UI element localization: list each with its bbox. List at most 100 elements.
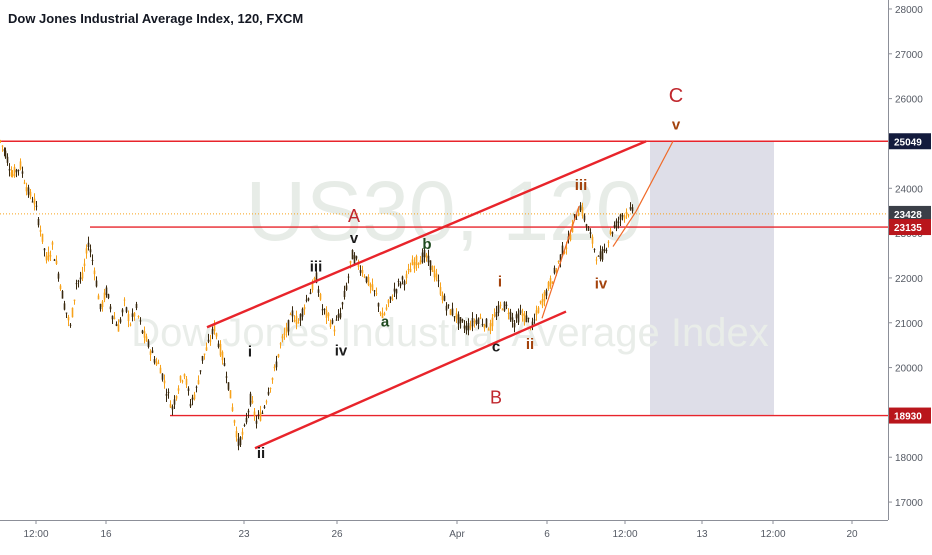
candle-body xyxy=(175,395,178,399)
candle-body xyxy=(605,250,608,252)
candle-body xyxy=(527,317,530,319)
candle-body xyxy=(181,380,184,382)
candle-body xyxy=(611,232,614,234)
candle-body xyxy=(249,393,252,405)
candle-body xyxy=(283,333,286,336)
candle-body xyxy=(75,283,78,285)
candle-body xyxy=(55,260,58,265)
candle-body xyxy=(493,314,496,316)
candle-body xyxy=(215,333,218,337)
candle-body xyxy=(223,363,226,366)
candle-body xyxy=(487,329,490,331)
candle-body xyxy=(549,278,552,287)
candle-body xyxy=(577,213,580,217)
candle-body xyxy=(101,301,104,308)
candle-body xyxy=(257,414,260,416)
candle-body xyxy=(227,382,230,390)
candle-body xyxy=(263,406,266,408)
candle-body xyxy=(427,255,430,263)
candle-body xyxy=(429,260,432,270)
candle-body xyxy=(15,169,18,173)
candle-body xyxy=(413,262,416,269)
candle-body xyxy=(511,317,514,322)
candle-body xyxy=(307,298,310,301)
candle-body xyxy=(507,313,510,315)
projection-box xyxy=(650,141,774,416)
wave-label: ii xyxy=(257,445,265,462)
candle-body xyxy=(415,256,418,266)
candle-body xyxy=(233,420,236,423)
candle-body xyxy=(117,324,120,332)
candle-body xyxy=(449,309,452,315)
candle-body xyxy=(303,307,306,310)
time-tick-label: 12:00 xyxy=(23,529,48,540)
wave-label: C xyxy=(669,85,683,107)
candle-body xyxy=(453,316,456,318)
candle-body xyxy=(541,299,544,306)
candle-body xyxy=(255,420,258,424)
candle-body xyxy=(35,205,38,207)
candle-body xyxy=(247,410,250,413)
candle-body xyxy=(253,411,256,416)
candle-body xyxy=(91,259,94,261)
candle-body xyxy=(563,251,566,254)
candle-body xyxy=(613,225,616,228)
price-badge xyxy=(889,219,931,236)
candle-body xyxy=(539,301,542,303)
candle-body xyxy=(433,270,436,278)
candle-body xyxy=(237,438,240,447)
price-tick-label: 21000 xyxy=(895,319,923,330)
wave-label: ii xyxy=(526,336,534,353)
candle-body xyxy=(383,313,386,315)
candle-body xyxy=(327,313,330,317)
candle-body xyxy=(385,307,388,310)
candle-body xyxy=(559,254,562,262)
price-tick-label: 24000 xyxy=(895,184,923,195)
candle-body xyxy=(179,375,182,381)
wave-label: i xyxy=(498,273,502,290)
candle-body xyxy=(343,290,346,297)
candle-body xyxy=(587,227,590,231)
candle-body xyxy=(225,376,228,378)
candle-body xyxy=(405,274,408,279)
candle-body xyxy=(177,388,180,391)
candle-body xyxy=(213,323,216,332)
candle-body xyxy=(525,315,528,323)
candle-body xyxy=(505,304,508,306)
candle-body xyxy=(85,248,88,254)
time-tick-label: 16 xyxy=(100,529,112,540)
candle-body xyxy=(251,400,254,403)
candle-body xyxy=(421,252,424,263)
candle-body xyxy=(37,219,40,226)
candle-body xyxy=(73,299,76,302)
candle-body xyxy=(59,285,62,289)
candle-body xyxy=(285,327,288,333)
candle-body xyxy=(137,315,140,317)
candle-body xyxy=(457,314,460,325)
candle-body xyxy=(519,310,522,314)
candle-body xyxy=(483,324,486,329)
candle-body xyxy=(131,313,134,317)
candle-body xyxy=(95,280,98,287)
wave-label: b xyxy=(422,236,431,253)
candle-body xyxy=(439,287,442,295)
candle-body xyxy=(387,299,390,304)
candle-body xyxy=(339,313,342,318)
price-badge xyxy=(889,133,931,150)
candle-body xyxy=(443,295,446,301)
price-badge-label: 25049 xyxy=(894,137,922,148)
candle-body xyxy=(201,355,204,361)
candle-body xyxy=(617,221,620,223)
candle-body xyxy=(311,281,314,291)
candle-body xyxy=(353,255,356,265)
candle-body xyxy=(403,281,406,286)
candle-body xyxy=(603,249,606,251)
candle-body xyxy=(341,302,344,305)
candle-body xyxy=(229,390,232,399)
candle-body xyxy=(363,276,366,278)
candle-body xyxy=(417,263,420,265)
candle-body xyxy=(183,374,186,377)
candle-body xyxy=(575,218,578,220)
candle-body xyxy=(4,150,7,158)
